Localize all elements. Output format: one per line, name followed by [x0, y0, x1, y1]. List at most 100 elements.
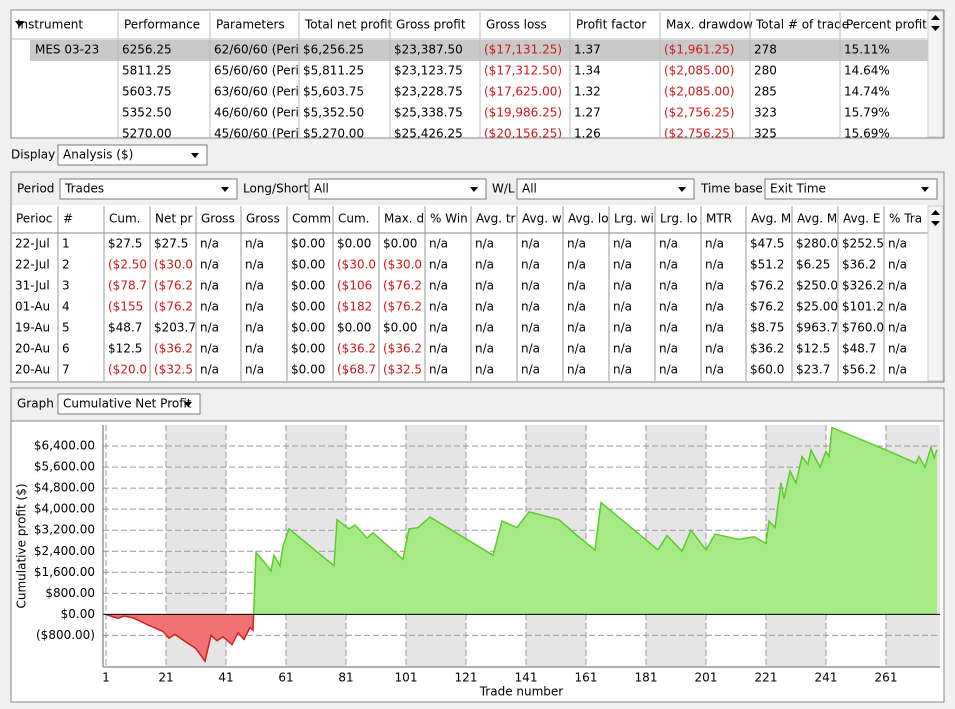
cell: 280 [754, 64, 777, 78]
cell: ($182 [337, 300, 372, 314]
column-header[interactable]: Lrg. wi [614, 212, 654, 226]
cell: 14.64% [844, 64, 890, 78]
filter-label: W/L [492, 182, 515, 196]
y-tick-label: $4,800.00 [34, 481, 95, 495]
filter-select[interactable] [308, 178, 487, 200]
column-header[interactable]: Perioc [16, 212, 52, 226]
column-header[interactable]: Avg. E [843, 212, 880, 226]
cell: n/a [429, 300, 448, 314]
column-header[interactable]: Gross loss [486, 18, 547, 32]
cell: $12.5 [108, 342, 142, 356]
cell: $0.00 [337, 237, 371, 251]
column-header[interactable]: Total # of trade [755, 18, 849, 32]
column-header[interactable]: Avg. w [522, 212, 562, 226]
expand-triangle[interactable] [15, 21, 24, 27]
column-header[interactable]: # [63, 212, 73, 226]
column-header[interactable]: Avg. tr [476, 212, 516, 226]
display-select[interactable] [57, 144, 208, 166]
y-tick-label: $3,200.00 [34, 523, 95, 537]
filter-select[interactable] [59, 178, 238, 200]
cell: 285 [754, 85, 777, 99]
x-tick-label: 41 [218, 671, 233, 685]
column-header[interactable]: MTR [706, 212, 732, 226]
graph-select-value: Cumulative Net Profit [63, 397, 192, 411]
cell: 31-Jul [15, 279, 50, 293]
selected-row [30, 40, 928, 61]
cell: n/a [200, 342, 219, 356]
cell: n/a [521, 279, 540, 293]
trades-table [12, 205, 928, 381]
scrollbar[interactable] [927, 205, 944, 382]
scroll-up[interactable] [931, 15, 940, 20]
cell: $76.2 [750, 279, 784, 293]
cell: 20-Au [15, 363, 50, 377]
cell: $5,603.75 [303, 85, 364, 99]
cell: ($30.0 [383, 258, 422, 272]
dropdown-arrow [221, 187, 229, 192]
cell: $47.5 [750, 237, 784, 251]
column-header[interactable]: Lrg. lo [660, 212, 697, 226]
cell: n/a [200, 300, 219, 314]
column-header[interactable]: Total net profit [304, 18, 393, 32]
column-header[interactable]: Avg. lo [568, 212, 609, 226]
cell: n/a [659, 237, 678, 251]
cell: n/a [705, 300, 724, 314]
column-header[interactable]: Avg. M [751, 212, 791, 226]
cell: ($2,085.00) [664, 85, 734, 99]
cell: $5,811.25 [303, 64, 364, 78]
cell: n/a [659, 342, 678, 356]
loss-area [106, 614, 254, 662]
column-header[interactable]: Percent profita [846, 18, 934, 32]
cell: n/a [888, 279, 907, 293]
cell: $6,256.25 [303, 43, 364, 57]
cell: 3 [62, 279, 70, 293]
column-header[interactable]: Max. d [384, 212, 424, 226]
cell: n/a [888, 258, 907, 272]
x-tick-label: 121 [455, 671, 478, 685]
y-tick-label: $4,000.00 [34, 502, 95, 516]
clip-cover [12, 138, 943, 145]
cell: $27.5 [154, 237, 188, 251]
column-header[interactable]: Profit factor [576, 18, 646, 32]
column-header[interactable]: Cum. [338, 212, 370, 226]
scroll-up[interactable] [931, 210, 940, 215]
graph-select[interactable] [57, 393, 201, 415]
scroll-down[interactable] [931, 221, 940, 226]
column-header[interactable]: Avg. M [797, 212, 837, 226]
column-header[interactable]: Performance [124, 18, 200, 32]
column-header[interactable]: Max. drawdow [666, 18, 753, 32]
column-header[interactable]: Net pr [155, 212, 192, 226]
cell: n/a [521, 300, 540, 314]
column-header[interactable]: Cum. [109, 212, 141, 226]
cell: $27.5 [108, 237, 142, 251]
column-header[interactable]: Comm [292, 212, 331, 226]
cell: $0.00 [291, 300, 325, 314]
column-header[interactable]: Gross [201, 212, 235, 226]
column-header[interactable]: Gross profit [396, 18, 466, 32]
profit-line [106, 426, 938, 615]
cell: $25,426.25 [394, 127, 463, 141]
scrollbar[interactable] [927, 10, 944, 138]
column-header[interactable]: Gross [246, 212, 280, 226]
cell: 5811.25 [122, 64, 172, 78]
column-header[interactable]: % Tra [889, 212, 922, 226]
cell: $25,338.75 [394, 106, 463, 120]
cell: ($76.2 [383, 300, 422, 314]
column-header[interactable]: % Win [430, 212, 468, 226]
x-tick-label: 261 [875, 671, 898, 685]
column-header[interactable]: Parameters [216, 18, 285, 32]
cell: n/a [245, 279, 264, 293]
filter-select[interactable] [764, 178, 938, 200]
cell: $0.00 [383, 237, 417, 251]
cell: 5 [62, 321, 70, 335]
cell: n/a [245, 342, 264, 356]
column-header[interactable]: Instrument [17, 18, 83, 32]
cell: 6256.25 [122, 43, 172, 57]
dropdown-arrow [921, 187, 929, 192]
cell: n/a [659, 279, 678, 293]
cell: n/a [567, 363, 586, 377]
scroll-down[interactable] [931, 26, 940, 31]
filter-select[interactable] [516, 178, 695, 200]
cell: $48.7 [108, 321, 142, 335]
